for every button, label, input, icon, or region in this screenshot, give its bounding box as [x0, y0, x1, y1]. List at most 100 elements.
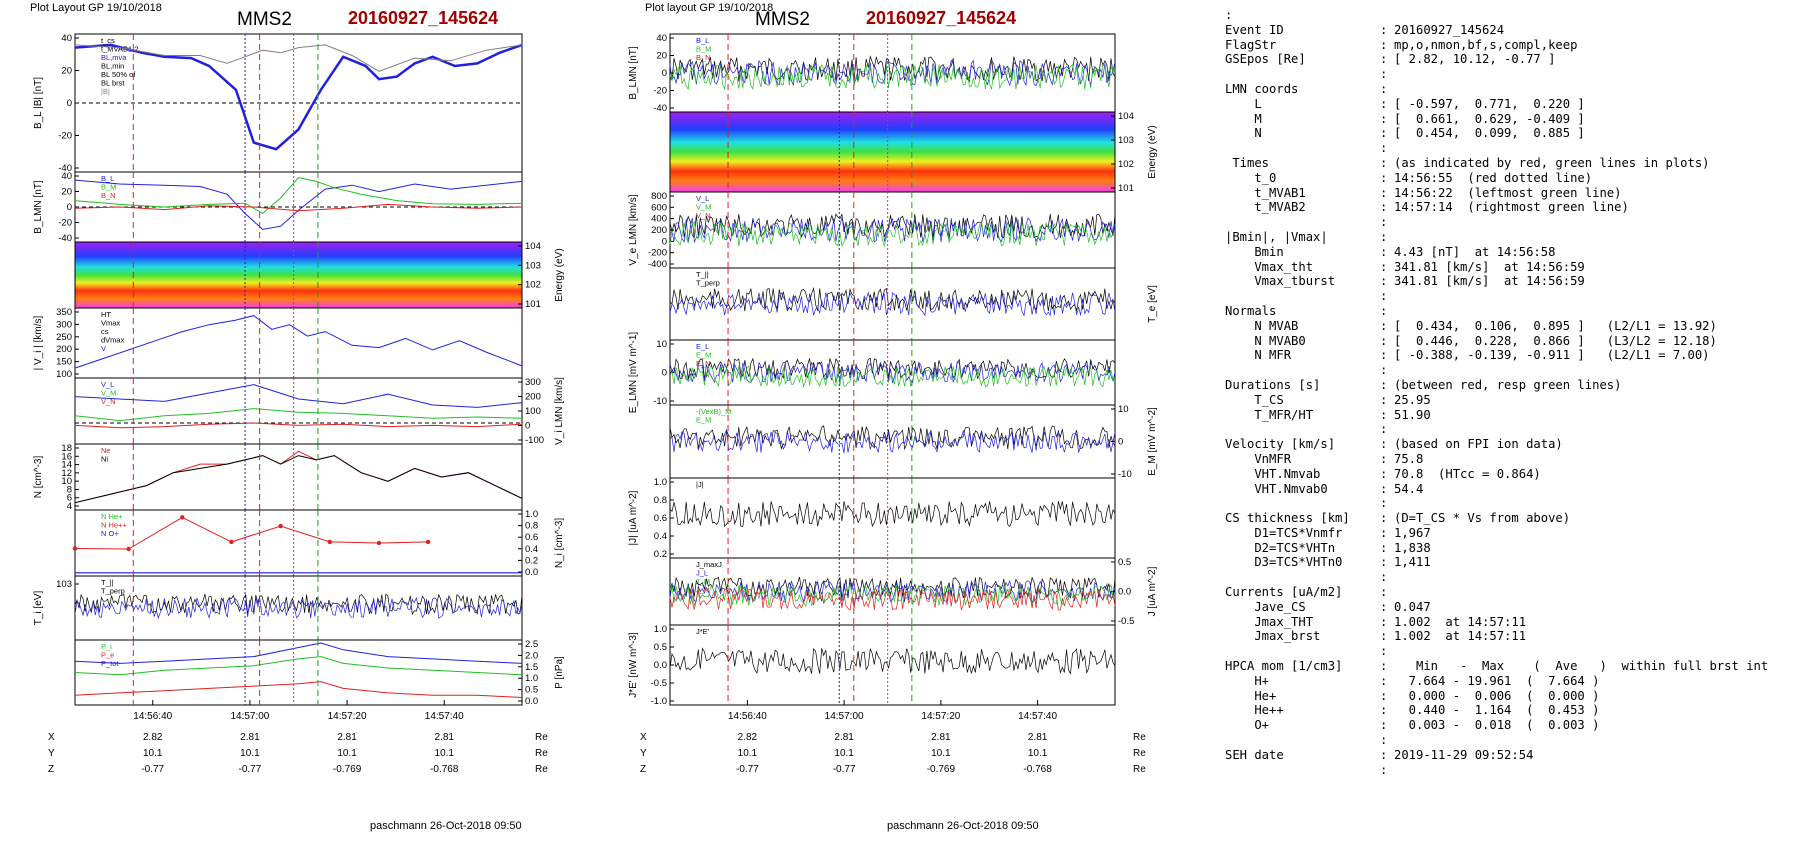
summary-row: VHT.Nmvab0:54.4: [1225, 482, 1800, 497]
y-axis-label: |J| [uA m^-2]: [628, 490, 639, 545]
summary-header: :: [1225, 8, 1233, 22]
summary-value: [1394, 289, 1800, 304]
y-axis-label: J [uA m^-2]: [1147, 566, 1158, 616]
summary-colon: :: [1380, 688, 1388, 703]
summary-colon: :: [1380, 437, 1388, 452]
panel-ti: 103 T_i [eV] T_||T_perp: [33, 575, 523, 641]
y-tick-label: 0.5: [525, 685, 538, 696]
x-tick-label: 14:57:20: [328, 711, 367, 722]
summary-colon: :: [1380, 392, 1388, 407]
summary-row: Jmax_brst:1.002 at 14:57:11: [1225, 629, 1800, 644]
position-value: 10.1: [240, 748, 260, 759]
summary-row: D3=TCS*VHTn0:1,411: [1225, 555, 1800, 570]
position-row-label: Z: [640, 764, 646, 775]
summary-row: D2=TCS*VHTn:1,838: [1225, 541, 1800, 556]
position-value: 2.82: [738, 732, 758, 743]
y-tick-label: 100: [56, 369, 72, 380]
summary-row: Jave_CS:0.047: [1225, 600, 1800, 615]
summary-row: D1=TCS*Vnmfr:1,967: [1225, 526, 1800, 541]
summary-row: He+: 0.000 - 0.006 ( 0.000 ): [1225, 689, 1800, 704]
summary-value: (as indicated by red, green lines in plo…: [1394, 155, 1710, 170]
panel-frame: [74, 443, 523, 511]
position-value: 2.81: [931, 732, 951, 743]
y-tick-label: 1.0: [525, 673, 538, 684]
position-row-label: Y: [48, 748, 55, 759]
series-noise: [669, 588, 1116, 612]
legend-entry: V_L: [696, 194, 709, 203]
event-id: 20160927_145624: [866, 8, 1017, 28]
summary-value: 54.4: [1394, 481, 1424, 496]
data-point: [126, 546, 131, 552]
legend-entry: t_MVAB1,2: [101, 45, 138, 54]
summary-label: Durations [s]: [1225, 377, 1321, 392]
panel-p: 2.52.01.51.00.50.0 P [nPa] P_iP_eP_tot: [74, 639, 565, 707]
summary-label: N MFR: [1225, 348, 1292, 363]
summary-value: 20160927_145624: [1394, 22, 1505, 37]
y-tick-label: 0.4: [525, 544, 538, 555]
y-tick-label: 103: [525, 260, 541, 271]
summary-colon: :: [1380, 185, 1388, 200]
summary-colon: :: [1380, 466, 1388, 481]
summary-row: Currents [uA/m2]:: [1225, 585, 1800, 600]
y-tick-label: 6: [67, 493, 72, 504]
summary-label: HPCA mom [1/cm3]: [1225, 659, 1343, 674]
summary-label: [1225, 570, 1380, 585]
series-noise: [669, 583, 1116, 608]
position-unit: Re: [535, 732, 548, 743]
summary-colon: :: [1380, 599, 1388, 614]
summary-colon: :: [1380, 170, 1388, 185]
summary-label: D1=TCS*Vnmfr: [1225, 525, 1343, 540]
series-bl-mva: [74, 43, 523, 151]
y-tick-label: 600: [651, 202, 667, 213]
panel-spec: 104 103 102 101 Energy (eV): [74, 241, 565, 310]
summary-row: Vmax_tburst:341.81 [km/s] at 14:56:59: [1225, 274, 1800, 289]
summary-row: VnMFR:75.8: [1225, 452, 1800, 467]
summary-row: N: [ 0.454, 0.099, 0.885 ]: [1225, 126, 1800, 141]
panel-ni: 1.00.80.60.40.20.0 N_i [cm^-3] N He+N He++…: [72, 509, 565, 578]
summary-label: [1225, 733, 1380, 748]
position-unit: Re: [1133, 764, 1146, 775]
summary-label: FlagStr: [1225, 37, 1277, 52]
y-tick-label: 0: [67, 202, 72, 213]
y-tick-label: -10: [1118, 469, 1132, 480]
summary-value: [1394, 304, 1800, 319]
position-value: 10.1: [931, 748, 951, 759]
y-tick-label: 0.8: [654, 495, 667, 506]
summary-label: O+: [1225, 718, 1270, 733]
y-tick-label: 0.6: [525, 532, 538, 543]
summary-value: [1394, 570, 1800, 585]
y-tick-label: 0.0: [525, 696, 538, 707]
y-tick-label: 10: [656, 339, 667, 350]
legend-entry: -(VexB)_M: [696, 407, 731, 416]
series-noise: [669, 291, 1116, 317]
legend-entry: E_L: [696, 342, 709, 351]
position-unit: Re: [1133, 748, 1146, 759]
summary-value: 14:56:22 (leftmost green line): [1394, 185, 1622, 200]
position-value: -0.77: [736, 764, 759, 775]
legend-entry: J_L: [696, 569, 708, 578]
position-row-label: Z: [48, 764, 54, 775]
y-axis-label: B_LMN [nT]: [628, 46, 639, 100]
summary-row: :: [1225, 496, 1800, 511]
y-tick-label: -40: [58, 233, 72, 244]
summary-value: (based on FPI ion data): [1394, 437, 1563, 452]
series--b-: [74, 44, 523, 72]
position-value: 2.81: [1028, 732, 1048, 743]
legend-entry: HT: [101, 310, 111, 319]
summary-colon: :: [1380, 377, 1388, 392]
position-unit: Re: [535, 748, 548, 759]
panel-frame: [669, 404, 1116, 479]
summary-colon: :: [1380, 303, 1388, 318]
summary-colon: :: [1380, 37, 1388, 52]
y-tick-label: -40: [653, 103, 667, 114]
summary-value: 1,967: [1394, 525, 1431, 540]
y-tick-label: 104: [1118, 111, 1134, 122]
legend-entry: Ni: [101, 455, 108, 464]
summary-row: Jmax_THT:1.002 at 14:57:11: [1225, 615, 1800, 630]
legend-entry: V_M: [696, 203, 711, 212]
y-tick-label: 12: [61, 468, 72, 479]
position-row-label: X: [48, 732, 55, 743]
summary-value: 14:56:55 (red dotted line): [1394, 170, 1593, 185]
legend-entry: BL 50% of: [101, 70, 136, 79]
summary-colon: :: [1380, 200, 1388, 215]
